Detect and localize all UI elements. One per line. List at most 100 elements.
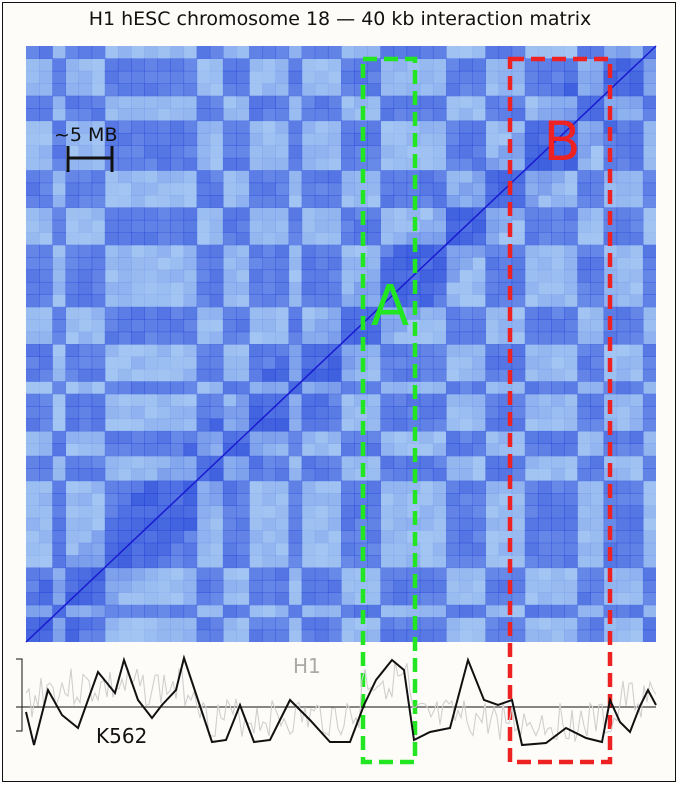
matrix-cell <box>104 58 119 72</box>
matrix-cell <box>419 468 434 482</box>
matrix-cell <box>577 269 591 283</box>
matrix-cell <box>183 281 198 295</box>
matrix-cell <box>354 368 368 382</box>
matrix-cell <box>236 132 250 146</box>
matrix-cell <box>616 629 631 642</box>
matrix-cell <box>642 269 656 283</box>
matrix-cell <box>367 157 381 171</box>
matrix-cell <box>65 46 80 59</box>
matrix-cell <box>380 331 395 345</box>
matrix-cell <box>275 232 290 246</box>
matrix-cell <box>222 555 237 569</box>
matrix-cell <box>577 604 591 618</box>
matrix-cell <box>551 542 565 556</box>
matrix-cell <box>564 157 578 171</box>
matrix-cell <box>590 207 605 221</box>
matrix-cell <box>629 95 644 109</box>
matrix-cell <box>577 530 591 544</box>
matrix-cell <box>367 269 381 283</box>
matrix-cell <box>419 219 434 233</box>
matrix-cell <box>577 418 591 432</box>
matrix-cell <box>209 468 224 482</box>
matrix-cell <box>629 368 644 382</box>
matrix-cell <box>485 555 500 569</box>
matrix-cell <box>65 555 80 569</box>
matrix-cell <box>564 70 578 84</box>
matrix-cell <box>288 145 303 159</box>
matrix-cell <box>590 555 605 569</box>
matrix-cell <box>537 232 552 246</box>
matrix-cell <box>367 629 381 642</box>
matrix-cell <box>91 244 106 258</box>
matrix-cell <box>262 132 276 146</box>
matrix-cell <box>196 579 211 593</box>
matrix-cell <box>65 530 80 544</box>
matrix-cell <box>616 344 631 357</box>
matrix-cell <box>603 579 618 593</box>
matrix-cell <box>314 306 329 320</box>
matrix-cell <box>52 157 66 171</box>
matrix-cell <box>537 406 552 420</box>
matrix-cell <box>131 617 145 631</box>
matrix-cell <box>39 567 53 581</box>
matrix-cell <box>380 70 395 84</box>
matrix-cell <box>446 195 460 208</box>
matrix-cell <box>524 555 539 569</box>
matrix-cell <box>183 170 198 184</box>
matrix-cell <box>183 319 198 333</box>
matrix-cell <box>275 195 290 208</box>
matrix-cell <box>170 207 185 221</box>
matrix-cell <box>52 617 66 631</box>
matrix-cell <box>393 480 408 494</box>
matrix-cell <box>104 356 119 370</box>
matrix-cell <box>446 567 460 581</box>
matrix-cell <box>564 319 578 333</box>
matrix-cell <box>104 592 119 606</box>
matrix-cell <box>39 306 53 320</box>
matrix-cell <box>65 604 80 618</box>
matrix-cell <box>367 207 381 221</box>
matrix-cell <box>590 517 605 531</box>
matrix-cell <box>472 393 486 407</box>
matrix-cell <box>642 455 656 469</box>
matrix-cell <box>52 46 66 59</box>
matrix-cell <box>262 505 276 519</box>
matrix-cell <box>236 195 250 208</box>
matrix-cell <box>26 455 40 469</box>
matrix-cell <box>524 132 539 146</box>
matrix-cell <box>314 319 329 333</box>
matrix-cell <box>577 455 591 469</box>
matrix-cell <box>39 108 53 122</box>
matrix-cell <box>209 517 224 531</box>
matrix-cell <box>432 344 447 357</box>
matrix-cell <box>577 95 591 109</box>
matrix-cell <box>327 592 342 606</box>
matrix-cell <box>288 281 303 295</box>
matrix-cell <box>419 244 434 258</box>
matrix-cell <box>170 306 185 320</box>
matrix-cell <box>393 418 408 432</box>
matrix-cell <box>52 567 66 581</box>
matrix-cell <box>170 70 185 84</box>
matrix-cell <box>236 356 250 370</box>
matrix-cell <box>446 120 460 134</box>
matrix-cell <box>52 70 66 84</box>
matrix-cell <box>131 95 145 109</box>
matrix-cell <box>144 269 158 283</box>
matrix-cell <box>590 120 605 134</box>
matrix-cell <box>236 83 250 97</box>
matrix-cell <box>551 145 565 159</box>
matrix-cell <box>485 95 500 109</box>
region-b: B <box>507 56 613 765</box>
matrix-cell <box>472 120 486 134</box>
matrix-cell <box>170 195 185 208</box>
matrix-cell <box>537 195 552 208</box>
matrix-cell <box>131 604 145 618</box>
matrix-cell <box>393 393 408 407</box>
matrix-cell <box>367 344 381 357</box>
matrix-cell <box>511 244 526 258</box>
matrix-cell <box>301 219 316 233</box>
matrix-cell <box>104 281 119 295</box>
matrix-cell <box>327 331 342 345</box>
matrix-cell <box>419 294 434 308</box>
